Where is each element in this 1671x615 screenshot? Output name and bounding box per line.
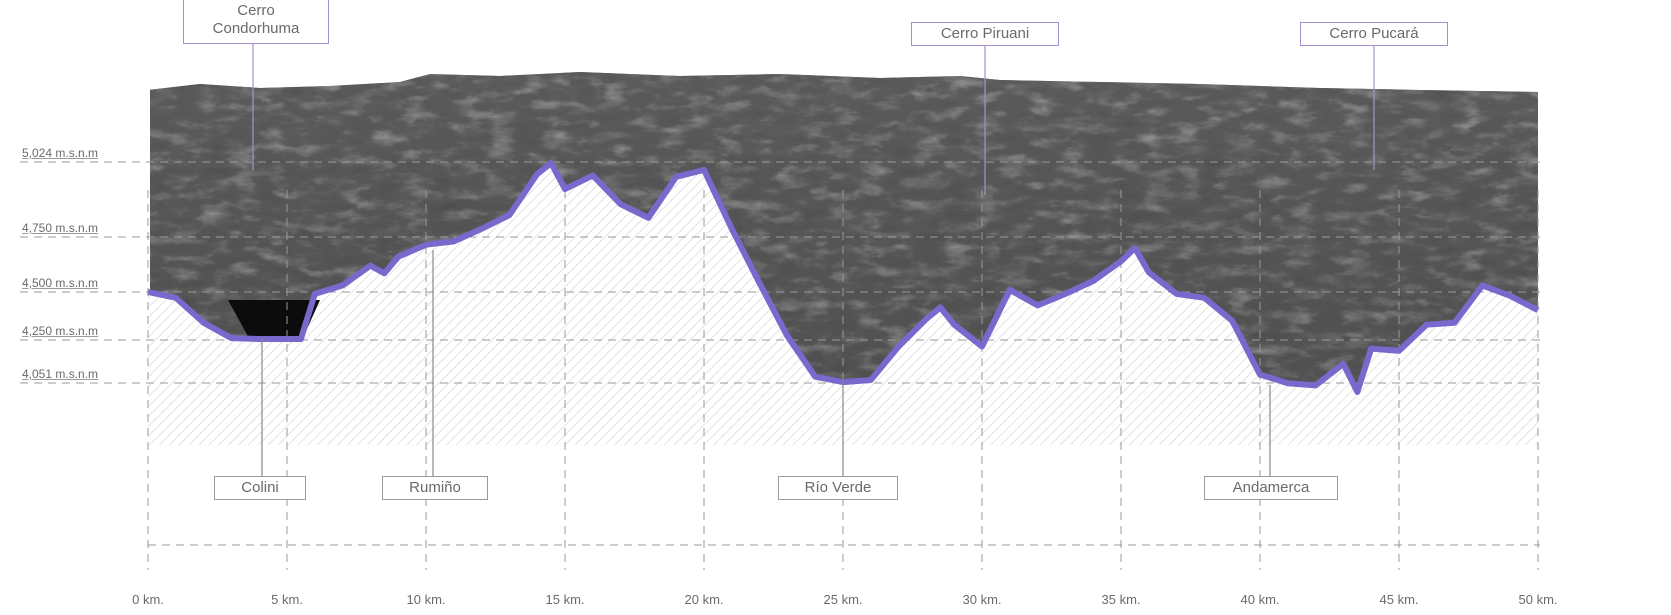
distance-label-40: 40 km. xyxy=(1240,592,1280,607)
place-label-colini: Colini xyxy=(214,476,306,500)
terrain-render xyxy=(150,72,1538,392)
elevation-label-4750: 4,750 m.s.n.m xyxy=(20,221,101,235)
distance-label-15: 15 km. xyxy=(545,592,585,607)
distance-label-25: 25 km. xyxy=(823,592,863,607)
distance-label-20: 20 km. xyxy=(684,592,724,607)
distance-label-45: 45 km. xyxy=(1379,592,1419,607)
distance-label-0: 0 km. xyxy=(132,592,164,607)
colini-lake-shadow xyxy=(228,300,320,340)
elevation-label-4250: 4,250 m.s.n.m xyxy=(20,324,101,338)
peak-label-condorhuma: Cerro Condorhuma xyxy=(183,0,329,44)
distance-label-5: 5 km. xyxy=(271,592,303,607)
peak-label-piruani: Cerro Piruani xyxy=(911,22,1059,46)
distance-label-35: 35 km. xyxy=(1101,592,1141,607)
label-leader-lines xyxy=(252,44,1375,476)
elevation-label-4500: 4,500 m.s.n.m xyxy=(20,276,101,290)
distance-label-10: 10 km. xyxy=(406,592,446,607)
peak-label-pucara: Cerro Pucará xyxy=(1300,22,1448,46)
elevation-label-5024: 5,024 m.s.n.m xyxy=(20,146,101,160)
place-label-andamerca: Andamerca xyxy=(1204,476,1338,500)
distance-label-30: 30 km. xyxy=(962,592,1002,607)
distance-label-50: 50 km. xyxy=(1518,592,1558,607)
elevation-label-4051: 4,051 m.s.n.m xyxy=(20,367,101,381)
place-label-rumino: Rumiño xyxy=(382,476,488,500)
profile-hatch-fill xyxy=(148,163,1538,445)
place-label-rio-verde: Río Verde xyxy=(778,476,898,500)
